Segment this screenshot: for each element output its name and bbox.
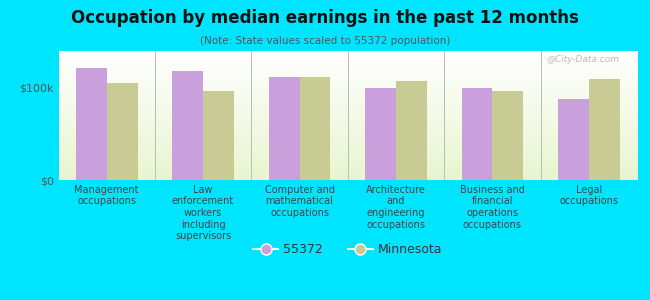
Bar xyxy=(396,81,427,180)
Bar xyxy=(493,91,523,180)
Bar xyxy=(268,77,300,180)
Bar xyxy=(462,88,492,180)
Bar xyxy=(203,91,234,180)
Bar xyxy=(300,77,330,180)
Bar xyxy=(172,71,203,180)
Text: @City-Data.com: @City-Data.com xyxy=(547,55,619,64)
Bar xyxy=(558,99,589,180)
Bar xyxy=(589,79,619,180)
Legend: 55372, Minnesota: 55372, Minnesota xyxy=(248,238,447,262)
Bar xyxy=(76,68,107,180)
Bar xyxy=(107,83,138,180)
Text: Occupation by median earnings in the past 12 months: Occupation by median earnings in the pas… xyxy=(71,9,579,27)
Text: (Note: State values scaled to 55372 population): (Note: State values scaled to 55372 popu… xyxy=(200,36,450,46)
Bar xyxy=(365,88,396,180)
